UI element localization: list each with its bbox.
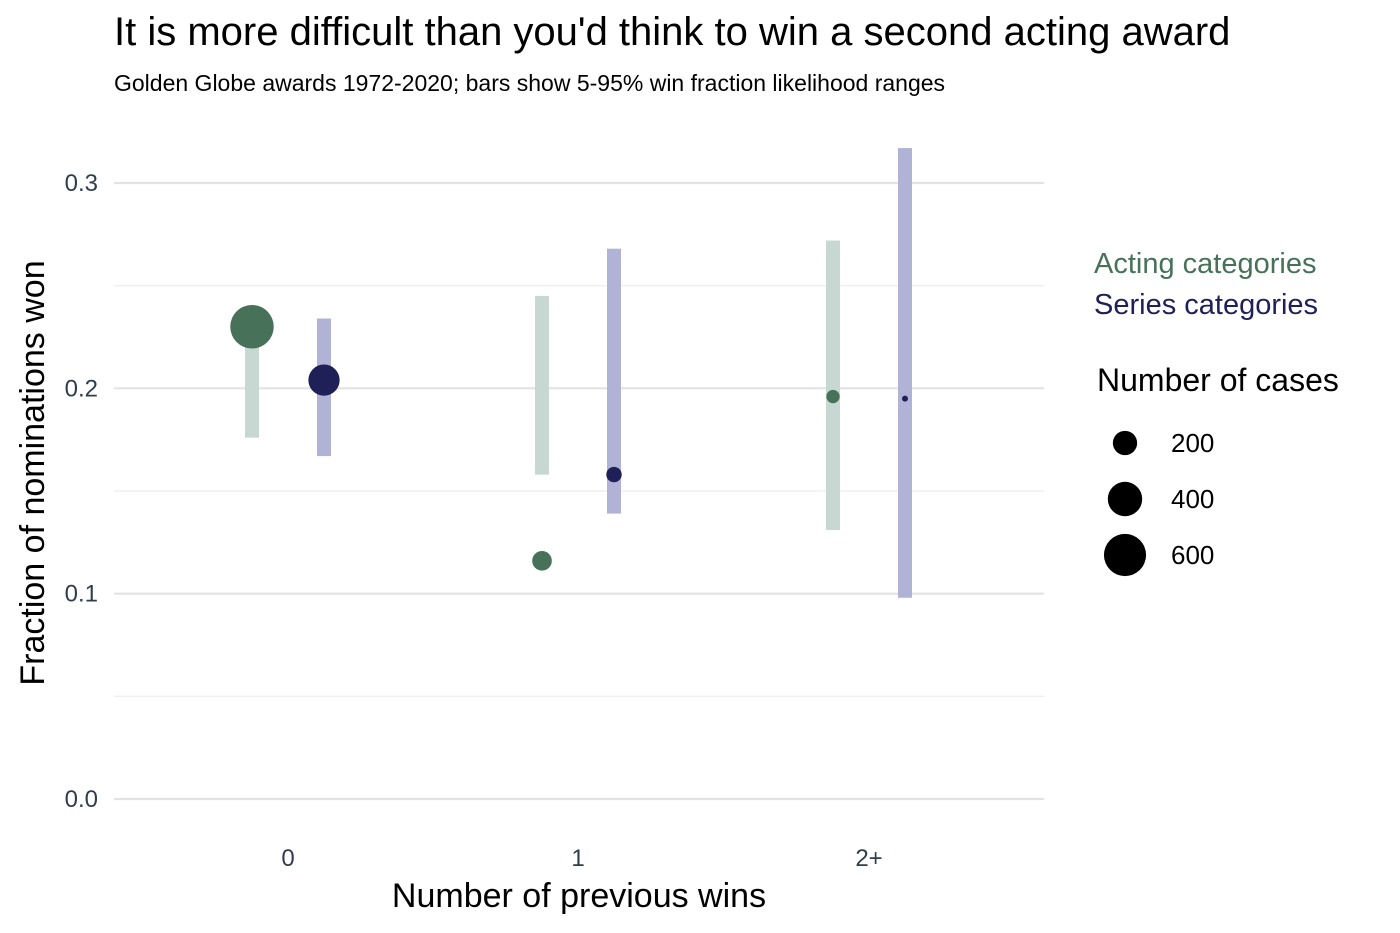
range-bar: [245, 318, 259, 438]
size-legend-label: 600: [1171, 540, 1214, 570]
size-legend-title: Number of cases: [1097, 362, 1339, 398]
range-bars: [245, 148, 912, 598]
chart-title: It is more difficult than you'd think to…: [114, 10, 1231, 54]
data-point: [826, 389, 840, 404]
x-tick-label: 1: [571, 845, 584, 872]
range-bar: [826, 240, 840, 531]
size-legend-label: 200: [1171, 428, 1214, 458]
range-bar: [607, 248, 621, 514]
data-point: [230, 304, 274, 349]
data-point: [532, 551, 552, 571]
y-tick-label: 0.1: [65, 581, 98, 608]
x-tick-label: 2+: [855, 845, 882, 872]
tick-labels: 0.0 0.1 0.2 0.3 0 1 2+: [65, 170, 883, 872]
size-legend-circle: [1112, 430, 1138, 456]
data-points: [230, 304, 908, 571]
y-axis-title: Fraction of nominations won: [14, 260, 52, 685]
size-legend-circle: [1103, 533, 1147, 577]
y-tick-label: 0.3: [65, 170, 98, 197]
legend-item-series: Series categories: [1094, 289, 1319, 321]
data-point: [902, 395, 908, 402]
x-axis-title: Number of previous wins: [392, 877, 766, 915]
size-legend: 200 400 600: [1103, 428, 1214, 577]
size-legend-circle: [1107, 481, 1143, 517]
y-tick-label: 0.0: [65, 786, 98, 813]
chart-subtitle: Golden Globe awards 1972-2020; bars show…: [114, 70, 946, 96]
gridlines: [114, 181, 1044, 801]
x-tick-label: 0: [281, 845, 294, 872]
range-bar: [898, 148, 912, 598]
size-legend-label: 400: [1171, 484, 1214, 514]
range-bar: [535, 295, 549, 475]
y-tick-label: 0.2: [65, 375, 98, 402]
data-point: [606, 466, 622, 483]
legend-item-acting: Acting categories: [1094, 248, 1317, 280]
data-point: [308, 364, 340, 396]
